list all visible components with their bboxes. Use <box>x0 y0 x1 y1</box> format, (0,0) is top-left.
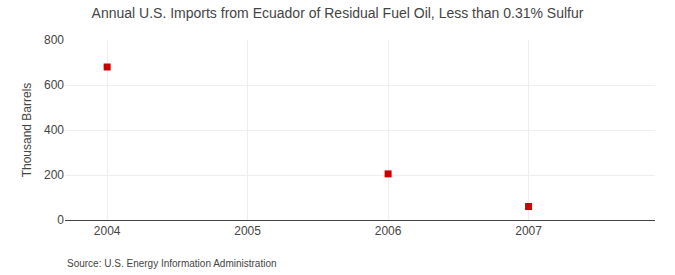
svg-text:0: 0 <box>57 213 64 227</box>
svg-text:600: 600 <box>44 78 64 92</box>
svg-text:400: 400 <box>44 123 64 137</box>
svg-text:800: 800 <box>44 33 64 47</box>
svg-text:2007: 2007 <box>515 224 542 238</box>
svg-text:2005: 2005 <box>234 224 261 238</box>
svg-text:Annual U.S. Imports from Ecuad: Annual U.S. Imports from Ecuador of Resi… <box>92 5 584 21</box>
svg-text:Thousand Barrels: Thousand Barrels <box>20 83 34 178</box>
svg-text:200: 200 <box>44 168 64 182</box>
svg-text:Source: U.S. Energy Informatio: Source: U.S. Energy Information Administ… <box>67 258 277 269</box>
svg-text:2006: 2006 <box>375 224 402 238</box>
svg-text:2004: 2004 <box>94 224 121 238</box>
